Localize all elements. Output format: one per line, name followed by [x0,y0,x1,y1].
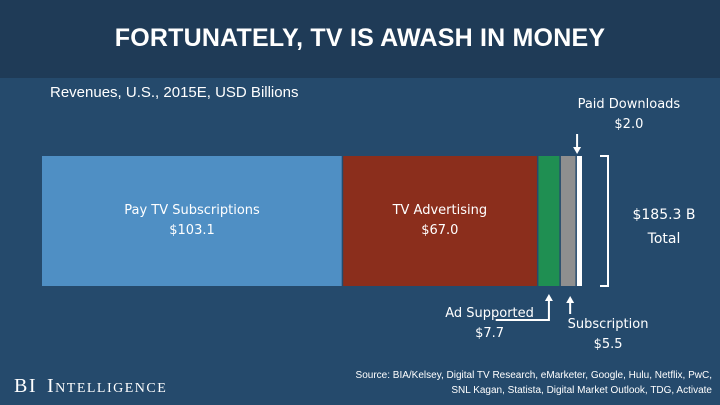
chart-subtitle: Revenues, U.S., 2015E, USD Billions [50,84,299,101]
arrowhead-paid-downloads [573,147,582,154]
label-subscription: Subscription $5.5 [568,315,649,355]
total-label: $185.3 B Total [614,203,714,251]
label-paid-downloads-name: Paid Downloads [577,97,681,112]
label-ad-supported-name: Ad Supported [445,306,534,321]
label-pay-tv-name: Pay TV Subscriptions [124,203,260,218]
total-bracket [600,155,609,287]
bar-segment-paid-downloads [576,156,582,286]
page-title: FORTUNATELY, TV IS AWASH IN MONEY [114,24,606,52]
label-ad-supported-value: $7.7 [475,326,505,341]
label-subscription-value: $5.5 [593,337,623,352]
label-tv-advertising-value: $67.0 [421,223,459,238]
label-paid-downloads: Paid Downloads $2.0 [578,95,681,135]
source-note: Source: BIA/Kelsey, Digital TV Research,… [292,368,712,398]
title-band [0,0,720,78]
total-caption: Total [647,231,681,247]
bar-segment-tv-advertising [342,156,538,286]
label-ad-supported: Ad Supported $7.7 [445,304,534,344]
bar-segment-ad-supported [537,156,561,286]
source-line-1: Source: BIA/Kelsey, Digital TV Research,… [355,370,712,381]
bar-segment-subscription [560,156,577,286]
label-tv-advertising-name: TV Advertising [392,203,488,218]
arrow-ad-supported [495,300,550,321]
label-subscription-name: Subscription [567,317,649,332]
arrowhead-subscription [566,296,575,303]
total-value: $185.3 B [632,207,696,223]
arrowhead-ad-supported [544,294,553,301]
brand-bi: BI [14,375,37,397]
label-paid-downloads-value: $2.0 [614,117,644,132]
source-line-2: SNL Kagan, Statista, Digital Market Outl… [451,385,712,396]
label-tv-advertising: TV Advertising $67.0 [393,201,488,241]
brand-name: Intelligence [47,375,168,397]
label-pay-tv-value: $103.1 [169,223,215,238]
label-pay-tv: Pay TV Subscriptions $103.1 [124,201,260,241]
bar-segment-pay-tv [42,156,343,286]
bi-intelligence-logo: BI Intelligence [14,375,167,398]
